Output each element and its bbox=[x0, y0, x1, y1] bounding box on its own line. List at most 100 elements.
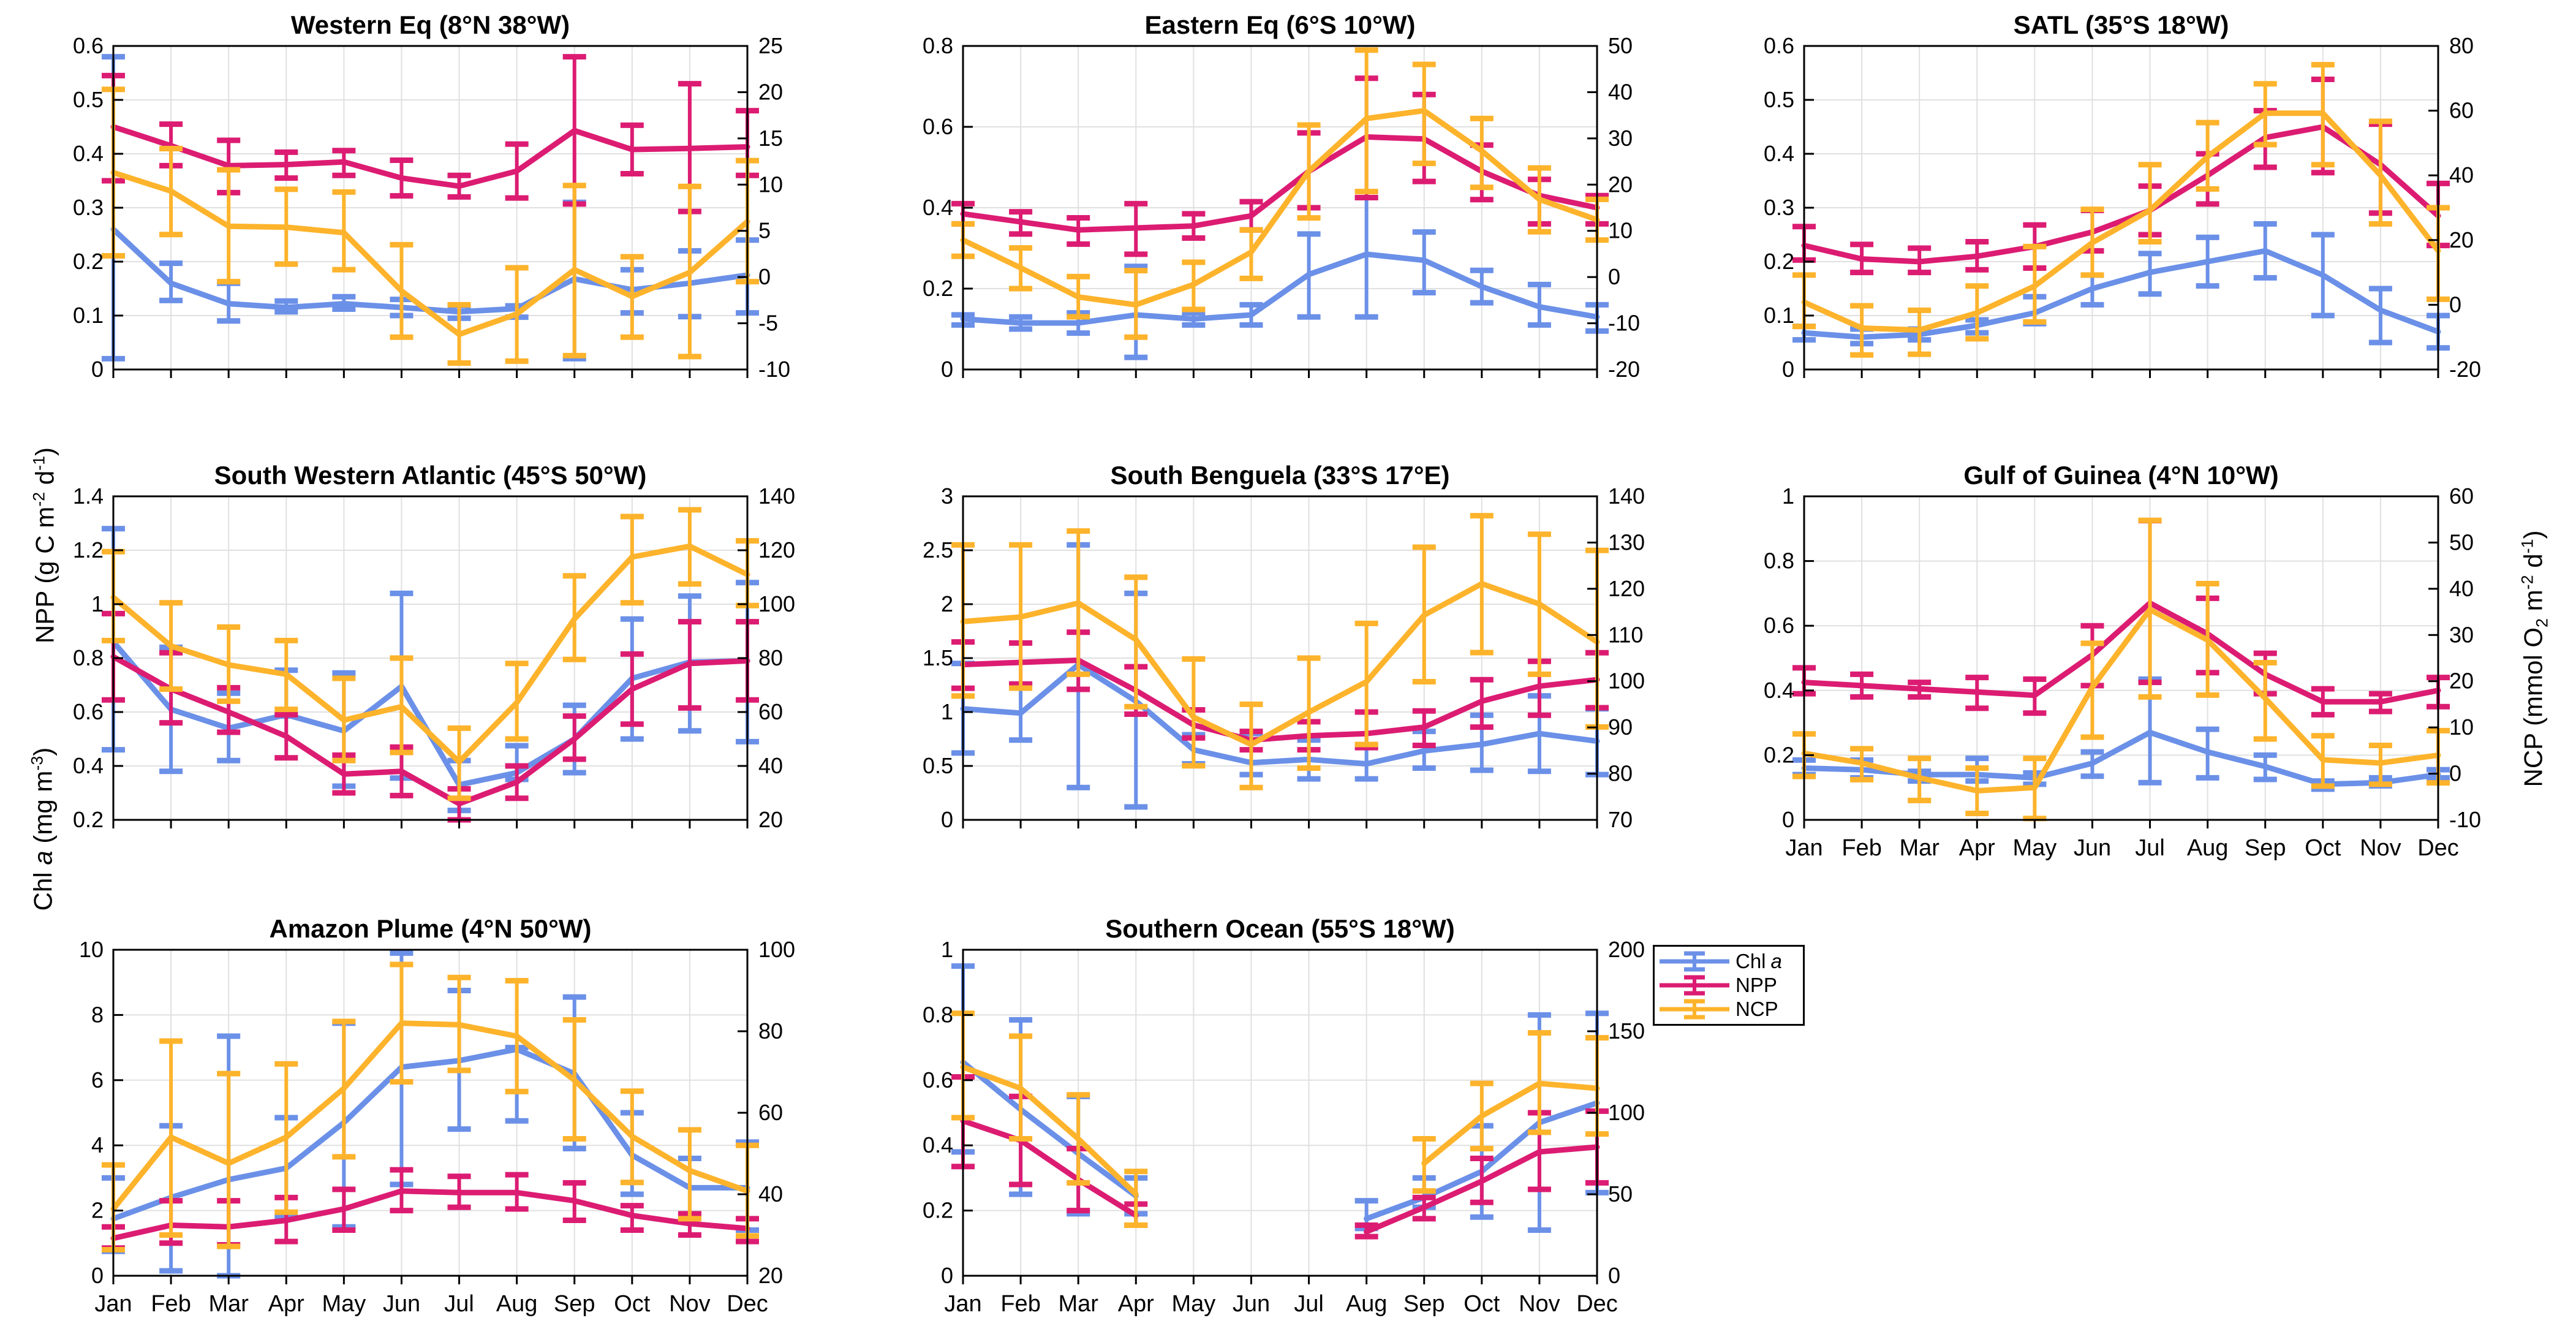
month-label: Jul bbox=[444, 1291, 474, 1317]
tick-label: 100 bbox=[758, 591, 795, 616]
subplot-southern-ocean: 0 0.2 0.4 0.6 0.8 1 0 50 100 150 200 Jan Feb Mar Apr Ma… bbox=[923, 914, 1645, 1317]
npp-line bbox=[110, 654, 750, 807]
tick-label: 50 bbox=[1608, 1181, 1633, 1207]
tick-label: 0.1 bbox=[1764, 303, 1794, 328]
tick-label: 0.6 bbox=[1764, 33, 1794, 58]
tick-label: 0.4 bbox=[73, 141, 104, 166]
tick-label: 1 bbox=[91, 591, 104, 616]
chl-error-bars bbox=[951, 195, 1609, 360]
tick-label: 0 bbox=[758, 264, 771, 289]
tick-label: 0 bbox=[941, 1263, 953, 1288]
tick-label: 60 bbox=[2449, 483, 2474, 509]
npp-error-bars bbox=[1792, 77, 2450, 276]
chl-line bbox=[110, 639, 750, 788]
tick-label: 40 bbox=[1608, 79, 1633, 104]
tick-label: 0 bbox=[2449, 761, 2461, 786]
ncp-errorbar-icon bbox=[1660, 999, 1729, 1020]
chl-line bbox=[1801, 248, 2441, 340]
tick-label: 80 bbox=[2449, 33, 2474, 58]
npp-errorbar-icon bbox=[1660, 975, 1729, 996]
right-tick-labels: -10 0 10 20 30 40 50 60 bbox=[2449, 483, 2481, 832]
tick-label: -20 bbox=[1608, 357, 1640, 382]
tick-label: 0.5 bbox=[1764, 87, 1794, 112]
month-label: Jan bbox=[94, 1291, 132, 1317]
tick-label: 0.6 bbox=[73, 699, 104, 724]
tick-label: 2 bbox=[941, 591, 953, 616]
tick-label: 2 bbox=[91, 1198, 104, 1223]
npp-line bbox=[960, 1118, 1600, 1235]
subplot-title: South Western Atlantic (45°S 50°W) bbox=[214, 461, 647, 490]
month-label: Jun bbox=[383, 1291, 420, 1317]
tick-label: 0.8 bbox=[923, 33, 953, 58]
gridlines bbox=[113, 46, 747, 369]
tick-label: 60 bbox=[758, 699, 783, 724]
legend-label-npp: NPP bbox=[1736, 973, 1777, 996]
month-label: Feb bbox=[151, 1291, 191, 1317]
tick-label: 1 bbox=[1782, 483, 1794, 509]
tick-label: 120 bbox=[758, 537, 795, 563]
axis-ticks bbox=[1803, 45, 2439, 378]
ncp-line bbox=[960, 1064, 1600, 1197]
tick-label: -10 bbox=[758, 357, 790, 382]
left-tick-labels: 0 0.2 0.4 0.6 0.8 1 bbox=[1764, 483, 1794, 832]
tick-label: 50 bbox=[1608, 33, 1633, 58]
right-tick-labels: 20 40 60 80 100 bbox=[758, 937, 795, 1288]
month-label: Apr bbox=[268, 1291, 304, 1317]
ncp-error-bars bbox=[951, 1010, 1609, 1229]
tick-label: 0 bbox=[1608, 1263, 1620, 1288]
axes-box bbox=[1803, 495, 2439, 821]
month-label: Nov bbox=[1519, 1291, 1560, 1317]
tick-label: 70 bbox=[1608, 807, 1633, 832]
tick-label: 0.4 bbox=[1764, 141, 1794, 166]
left-tick-labels: 0 0.5 1 1.5 2 2.5 3 bbox=[923, 483, 953, 832]
right-tick-labels: 70 80 90 100 110 120 130 140 bbox=[1608, 483, 1645, 832]
month-label: Apr bbox=[1959, 835, 1995, 861]
month-label: Dec bbox=[2417, 835, 2459, 861]
tick-label: 0.8 bbox=[923, 1002, 953, 1027]
month-label: Sep bbox=[1403, 1291, 1445, 1317]
npp-line bbox=[960, 134, 1600, 233]
tick-label: -20 bbox=[2449, 357, 2481, 382]
tick-label: 40 bbox=[2449, 162, 2474, 188]
tick-label: 60 bbox=[2449, 98, 2474, 123]
tick-label: 0 bbox=[941, 807, 953, 832]
month-label: Jan bbox=[1785, 835, 1822, 861]
tick-label: 0.1 bbox=[73, 303, 104, 328]
tick-label: 60 bbox=[758, 1100, 783, 1125]
right-tick-labels: 20 40 60 80 100 120 140 bbox=[758, 483, 795, 832]
subplot-satl: 0 0.1 0.2 0.3 0.4 0.5 0.6 -20 0 20 40 60 80 SATL (35°… bbox=[1764, 10, 2481, 382]
tick-label: 20 bbox=[758, 807, 783, 832]
month-label: Sep bbox=[2245, 835, 2286, 861]
tick-label: -5 bbox=[758, 311, 778, 336]
ncp-error-bars bbox=[951, 513, 1609, 790]
axis-ticks bbox=[112, 949, 749, 1284]
left-tick-labels: 0 0.2 0.4 0.6 0.8 1 bbox=[923, 937, 953, 1288]
subplot-title: Southern Ocean (55°S 18°W) bbox=[1105, 914, 1454, 943]
tick-label: 1.4 bbox=[73, 483, 104, 509]
npp-error-bars bbox=[102, 1167, 759, 1251]
month-labels: Jan Feb Mar Apr May Jun Jul Aug Sep Oct Nov Dec bbox=[1785, 835, 2458, 861]
tick-label: 0.4 bbox=[923, 195, 953, 220]
subplot-title: Eastern Eq (6°S 10°W) bbox=[1144, 10, 1415, 39]
subplot-south-benguela: 0 0.5 1 1.5 2 2.5 3 70 80 90 100 110 120 130 140 South … bbox=[923, 461, 1645, 832]
npp-line bbox=[1801, 600, 2441, 705]
month-label: Jun bbox=[1233, 1291, 1270, 1317]
left-axis-label-npp: NPP (g C m-2 d-1) bbox=[29, 447, 59, 644]
chl-line bbox=[960, 251, 1600, 326]
subplot-title: Western Eq (8°N 38°W) bbox=[291, 10, 570, 39]
tick-label: 140 bbox=[758, 483, 795, 509]
tick-label: 80 bbox=[1608, 761, 1633, 786]
legend-entry-ncp: NCP bbox=[1658, 998, 1799, 1021]
subplot-south-western-atlantic: 0.2 0.4 0.6 0.8 1 1.2 1.4 20 40 60 80 100 120 140 Sout… bbox=[73, 461, 795, 832]
tick-label: 0.5 bbox=[73, 87, 104, 112]
tick-label: 0.8 bbox=[73, 645, 104, 670]
axes-box bbox=[962, 949, 1598, 1277]
month-label: Oct bbox=[614, 1291, 651, 1317]
month-label: Dec bbox=[727, 1291, 768, 1317]
tick-label: 80 bbox=[758, 1018, 783, 1044]
month-label: Mar bbox=[208, 1291, 249, 1317]
month-labels: Jan Feb Mar Apr May Jun Jul Aug Sep Oct Nov Dec bbox=[944, 1291, 1617, 1317]
ncp-line bbox=[110, 1020, 750, 1212]
left-tick-labels: 0 0.2 0.4 0.6 0.8 bbox=[923, 33, 953, 382]
